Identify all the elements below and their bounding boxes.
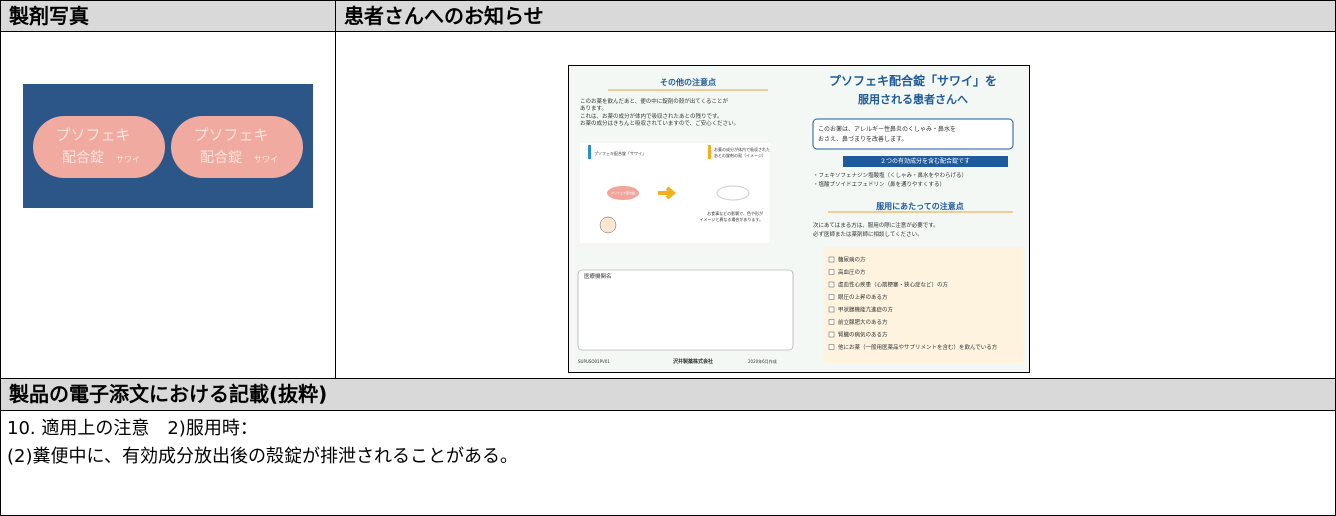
leaflet-cell: その他の注意点 このお薬を飲んだあと、便の中に錠剤の殻が出てくることが あります… [335, 31, 1336, 379]
check-item: 腎臓の病気のある方 [838, 331, 888, 339]
leaflet-text: ・塩酸プソイドエフェドリン（鼻を通りやすくする） [813, 180, 945, 188]
leaflet-text: ２つの有効成分を含む配合錠です [880, 157, 970, 165]
pill-text: サワイ [254, 155, 278, 164]
checkbox [828, 306, 835, 313]
leaflet-text: プソフェキ配合錠 [611, 190, 635, 195]
header-cell: 製剤写真 [0, 0, 336, 32]
pill: プソフェキ 配合錠 サワイ [171, 116, 303, 178]
leaflet-text: あとの錠剤の殻（イメージ） [714, 152, 766, 158]
checkbox [828, 256, 835, 263]
pill-photo: プソフェキ 配合錠 サワイ プソフェキ 配合錠 サワイ [23, 84, 313, 208]
leaflet-text: このお薬を飲んだあと、便の中に錠剤の殻が出てくることが [580, 97, 729, 105]
leaflet-title: 服用される患者さんへ [858, 92, 968, 106]
leaflet-title: 服用にあたっての注意点 [876, 201, 964, 211]
check-item: 他にお薬（一般用医薬品やサプリメントを含む）を飲んでいる方 [838, 343, 998, 351]
excerpt-line: (2)糞便中に、有効成分放出後の殻錠が排泄されることがある。 [7, 446, 518, 467]
excerpt-cell: 10. 適用上の注意 2)服用時： (2)糞便中に、有効成分放出後の殻錠が排泄さ… [0, 410, 1336, 516]
leaflet-title: その他の注意点 [660, 77, 716, 87]
pill-text: 配合錠 [200, 150, 242, 166]
leaflet-text: イメージと異なる場合があります。 [699, 216, 763, 222]
leaflet-text: 2020年6月作成 [748, 358, 777, 364]
leaflet-text: 次にあてはまる方は、服用の際に注意が必要です。 [813, 221, 939, 229]
pill-text: プソフェキ [193, 126, 268, 144]
header-cell: 患者さんへのお知らせ [335, 0, 1336, 32]
leaflet-text: 医療機関名 [584, 272, 612, 280]
excerpt-line: 10. 適用上の注意 2)服用時： [7, 418, 258, 439]
leaflet-text: お薬の成分はきちんと吸収されていますので、ご安心ください。 [580, 119, 739, 127]
leaflet-text: お薬の成分が体内で吸収された [714, 146, 770, 152]
pill-text: プソフェキ [55, 126, 130, 144]
leaflet-text: ・フェキソフェナジン塩酸塩（くしゃみ・鼻水をやわらげる） [813, 171, 967, 179]
check-item: 前立腺肥大のある方 [838, 318, 888, 326]
leaflet-text: このお薬は、アレルギー性鼻炎のくしゃみ・鼻水を [818, 125, 956, 133]
leaflet-text: 沢井製薬株式会社 [673, 358, 713, 365]
pill-text: サワイ [116, 155, 140, 164]
leaflet-text: プソフェキ配合錠「サワイ」 [594, 150, 646, 156]
leaflet-text: これは、お薬の成分が体内で吸収されたあとの残りです。 [580, 112, 722, 120]
leaflet-text: あります。 [580, 105, 607, 112]
check-item: 甲状腺機能亢進症の方 [838, 306, 894, 314]
checkbox [828, 344, 835, 350]
check-item: 眼圧の上昇のある方 [838, 293, 888, 301]
checkbox [828, 269, 835, 275]
photo-cell: プソフェキ 配合錠 サワイ プソフェキ 配合錠 サワイ [0, 31, 336, 379]
leaflet: その他の注意点 このお薬を飲んだあと、便の中に錠剤の殻が出てくることが あります… [568, 65, 1030, 373]
leaflet-text: おさえ、鼻づまりを改善します。 [818, 135, 907, 143]
leaflet-title: プソフェキ配合錠「サワイ」を [829, 73, 997, 88]
pill-text: 配合錠 [62, 150, 104, 166]
section-header: 製品の電子添文における記載(抜粋) [0, 378, 1336, 411]
checkbox [828, 319, 835, 325]
check-item: 高血圧の方 [838, 268, 866, 276]
check-item: 虚血性心疾患（心筋梗塞・狭心症など）の方 [838, 281, 949, 289]
leaflet-text: 必ず医師または薬剤師に相談してください。 [813, 230, 923, 238]
pill: プソフェキ 配合錠 サワイ [33, 116, 165, 178]
leaflet-text: お食事などの影響で、色や形が [707, 210, 763, 216]
leaflet-text: SUPUSO01PV01 [578, 359, 610, 364]
checkbox [828, 331, 835, 338]
check-item: 糖尿病の方 [838, 256, 866, 264]
checkbox [828, 281, 835, 288]
checkbox [828, 294, 835, 300]
